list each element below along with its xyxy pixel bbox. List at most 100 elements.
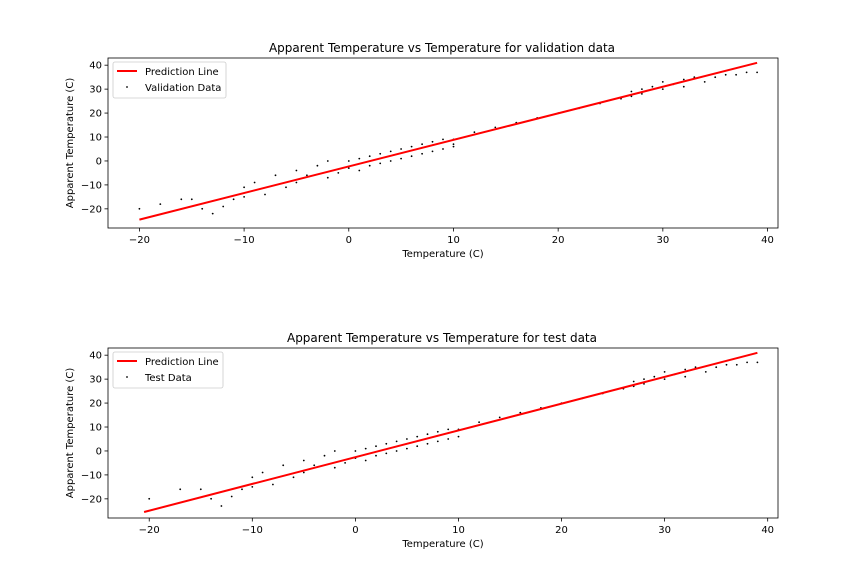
data-point: [498, 416, 501, 419]
data-point: [230, 495, 233, 498]
data-point: [302, 471, 305, 474]
data-point: [421, 143, 423, 146]
legend-label-data: Validation Data: [145, 83, 221, 94]
data-point: [295, 169, 298, 172]
data-point: [379, 162, 382, 165]
data-point: [333, 466, 336, 469]
data-point: [347, 167, 350, 170]
data-point: [442, 138, 444, 141]
x-tick-label: −20: [139, 525, 160, 536]
data-point: [714, 76, 717, 79]
data-point: [285, 186, 287, 189]
y-tick-label: 20: [89, 109, 102, 120]
data-point: [643, 378, 645, 380]
data-point: [436, 440, 439, 443]
data-point: [406, 447, 408, 450]
data-point: [447, 438, 450, 440]
data-point: [661, 81, 664, 83]
y-tick-label: 20: [89, 399, 102, 410]
data-point: [694, 366, 697, 369]
data-point: [295, 181, 298, 184]
legend-marker-swatch: [126, 376, 128, 378]
data-point: [442, 148, 444, 150]
data-point: [457, 435, 460, 438]
data-point: [385, 442, 388, 445]
data-point: [251, 476, 254, 479]
chart-title: Apparent Temperature vs Temperature for …: [287, 331, 597, 345]
axis-ticks: −20 −10 0 10 20 30 40 −20 −10 0 10 20 30 40: [81, 351, 774, 536]
data-point: [494, 126, 497, 129]
y-tick-label: 10: [89, 423, 102, 434]
data-point: [272, 483, 274, 486]
data-point: [436, 430, 439, 433]
axis-ticks: −20 −10 0 10 20 30 40 −20 −10 0 10 20 30 40: [81, 61, 774, 246]
data-point: [473, 131, 476, 134]
legend-box: [112, 61, 227, 99]
y-axis-label: Apparent Temperature (C): [65, 78, 76, 209]
data-point: [643, 383, 645, 385]
data-point: [379, 152, 382, 155]
data-point: [358, 157, 361, 160]
data-point: [746, 361, 748, 364]
axes-frame: [107, 347, 779, 519]
x-tick-label: 10: [447, 235, 460, 246]
data-point: [682, 85, 685, 88]
data-point: [724, 73, 727, 76]
data-point: [364, 447, 367, 450]
data-point: [410, 155, 413, 158]
x-tick-label: 0: [352, 525, 358, 536]
data-point: [274, 174, 277, 177]
data-point: [519, 411, 522, 414]
data-point: [421, 152, 423, 155]
data-point: [179, 488, 182, 491]
data-point: [264, 193, 266, 196]
x-tick-label: 20: [555, 525, 568, 536]
data-point: [735, 73, 737, 76]
data-point: [302, 459, 305, 462]
data-point: [243, 196, 246, 198]
data-point: [316, 164, 319, 167]
x-tick-label: 30: [658, 525, 671, 536]
data-point: [326, 160, 329, 162]
data-point: [745, 71, 748, 74]
y-tick-label: −10: [81, 180, 102, 191]
data-point: [385, 452, 388, 455]
data-point: [641, 88, 643, 90]
data-point: [282, 464, 285, 467]
data-point: [199, 488, 202, 491]
data-point: [138, 207, 141, 210]
legend-label-prediction-line: Prediction Line: [145, 357, 219, 368]
chart-title: Apparent Temperature vs Temperature for …: [269, 41, 615, 55]
data-point: [426, 442, 429, 445]
prediction-line: [143, 351, 758, 513]
x-tick-label: −10: [242, 525, 263, 536]
data-point: [725, 363, 728, 366]
y-tick-label: 0: [96, 156, 102, 167]
data-point: [306, 174, 308, 177]
plot-area: [138, 61, 758, 221]
data-point: [389, 160, 392, 162]
y-tick-label: −10: [81, 470, 102, 481]
data-point: [358, 169, 361, 172]
y-tick-label: 40: [89, 61, 102, 72]
data-point: [653, 375, 656, 378]
data-point: [201, 207, 204, 210]
y-tick-label: 40: [89, 351, 102, 362]
x-tick-label: 0: [346, 235, 352, 246]
data-point: [395, 450, 398, 452]
y-axis-label: Apparent Temperature (C): [65, 368, 76, 499]
data-point: [313, 464, 316, 467]
data-point: [337, 172, 340, 174]
x-axis-label: Temperature (C): [401, 249, 483, 260]
data-point: [190, 198, 193, 201]
y-tick-label: −20: [81, 204, 102, 215]
data-point: [641, 93, 643, 95]
data-point: [400, 148, 402, 150]
data-point: [344, 462, 346, 464]
x-tick-label: −10: [234, 235, 255, 246]
y-tick-label: 10: [89, 133, 102, 144]
data-point: [395, 440, 398, 443]
data-point: [368, 164, 371, 167]
plot-area: [143, 351, 759, 513]
